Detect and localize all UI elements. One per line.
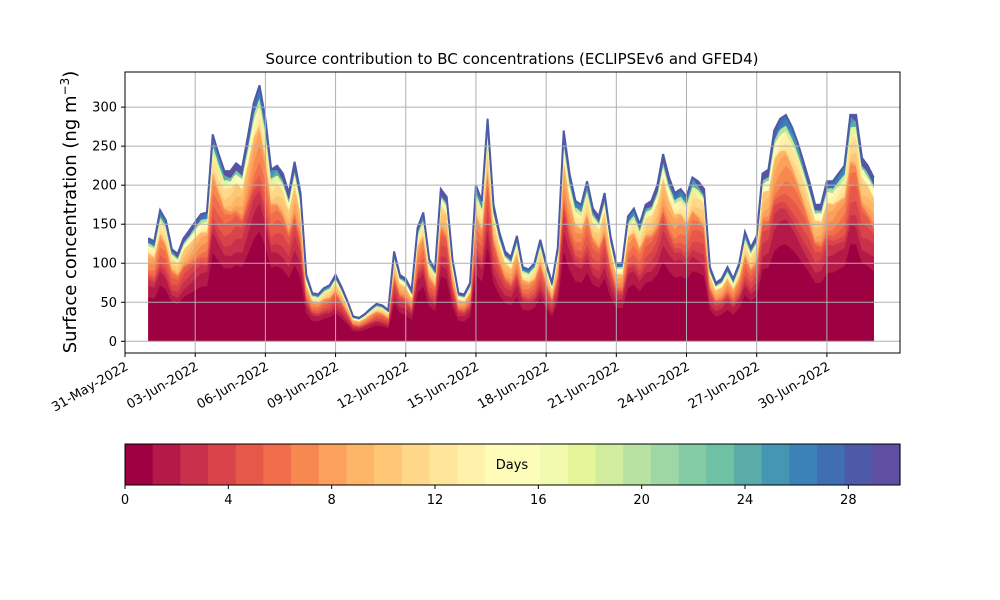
colorbar-swatch (125, 444, 154, 485)
colorbar-swatch (318, 444, 348, 485)
colorbar-swatch (401, 444, 431, 485)
colorbar-swatch (180, 444, 209, 485)
colorbar-tick-label: 8 (328, 493, 336, 508)
colorbar-frame (124, 443, 901, 486)
total-outline-line (147, 84, 875, 319)
y-axis-label-close: ) (60, 71, 81, 78)
colorbar-swatch (844, 444, 873, 485)
colorbar-swatch (263, 444, 292, 485)
colorbar-swatch (733, 444, 763, 485)
y-axis-label-superscript: −3 (58, 78, 72, 96)
y-tick-label: 50 (100, 296, 117, 311)
colorbar-swatch (374, 444, 403, 485)
y-axis-ticks: 0 50 100 150 200 250 300 (92, 101, 125, 350)
y-tick-label: 0 (109, 335, 117, 350)
y-tick-label: 100 (92, 257, 117, 272)
stacked-area-layers (147, 84, 875, 342)
colorbar-swatch (152, 444, 181, 485)
colorbar-tick-label: 28 (840, 493, 857, 508)
colorbar-swatch (706, 444, 735, 485)
y-axis-label: Surface concentration (ng m−3) (58, 71, 81, 354)
colorbar-tick-label: 16 (530, 493, 547, 508)
colorbar-swatch (291, 444, 320, 485)
colorbar-tick-label: 24 (737, 493, 754, 508)
colorbar-swatch (872, 444, 901, 485)
colorbar-swatch (429, 444, 458, 485)
colorbar-swatches (125, 444, 901, 485)
colorbar-swatch (650, 444, 680, 485)
colorbar-swatch (816, 444, 846, 485)
colorbar-swatch (595, 444, 624, 485)
colorbar-swatch (235, 444, 264, 485)
colorbar-swatch (761, 444, 790, 485)
chart-title: Source contribution to BC concentrations… (265, 50, 758, 68)
colorbar-tick-label: 4 (224, 493, 232, 508)
colorbar-swatch (346, 444, 375, 485)
colorbar-tick-label: 12 (427, 493, 444, 508)
colorbar-swatch (512, 444, 541, 485)
colorbar-swatch (457, 444, 486, 485)
colorbar-tick-label: 0 (121, 493, 129, 508)
colorbar-label: Days (496, 458, 529, 473)
colorbar-swatch (484, 444, 514, 485)
y-tick-label: 250 (92, 140, 117, 155)
plot-frame (124, 71, 901, 354)
colorbar-swatch (208, 444, 237, 485)
colorbar-swatch (540, 444, 569, 485)
colorbar-ticks: 0 4 8 12 16 20 24 28 (121, 485, 857, 508)
colorbar: Days 0 4 8 12 16 20 24 28 (121, 443, 901, 508)
y-tick-label: 200 (92, 179, 117, 194)
colorbar-swatch (623, 444, 652, 485)
colorbar-tick-label: 20 (633, 493, 650, 508)
y-tick-label: 300 (92, 101, 117, 116)
colorbar-swatch (567, 444, 597, 485)
colorbar-swatch (678, 444, 707, 485)
y-tick-label: 150 (92, 218, 117, 233)
y-axis-label-main: Surface concentration (ng m (60, 95, 81, 353)
colorbar-swatch (789, 444, 818, 485)
grid-lines (124, 72, 900, 353)
